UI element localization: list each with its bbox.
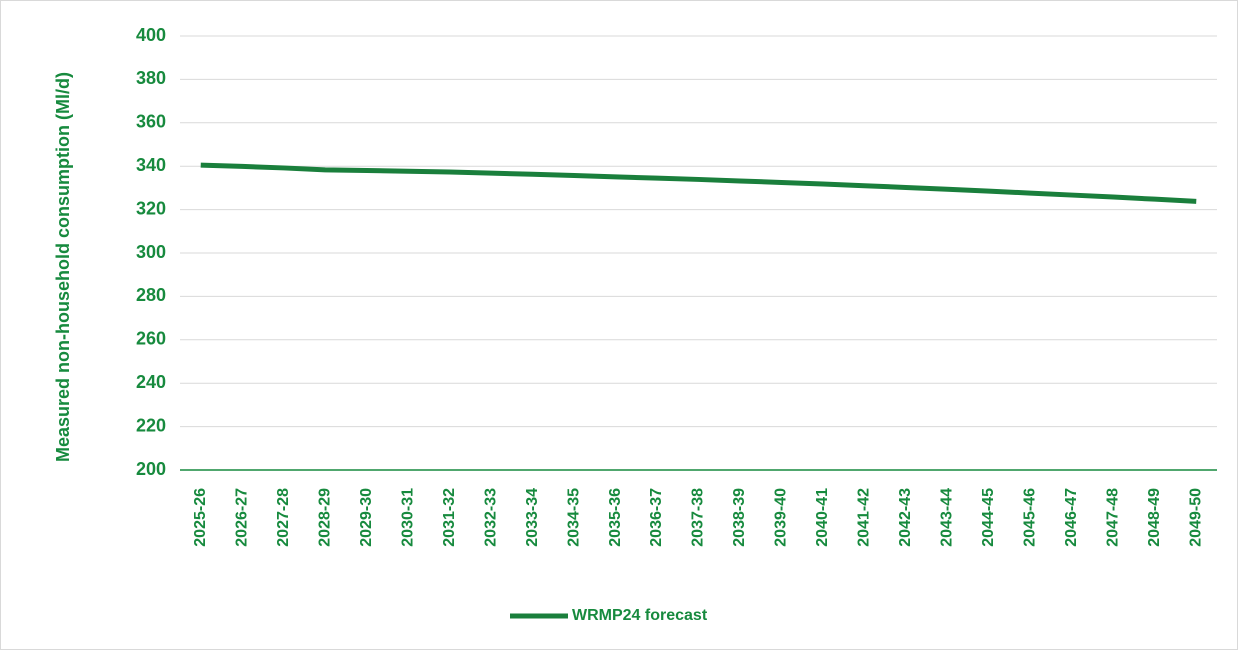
- y-tick-label: 400: [136, 25, 166, 45]
- y-tick-label: 380: [136, 68, 166, 88]
- x-tick-label: 2031-32: [441, 488, 458, 547]
- x-tick-label: 2041-42: [856, 488, 873, 547]
- y-tick-label: 280: [136, 285, 166, 305]
- x-tick-label: 2030-31: [399, 488, 416, 547]
- x-tick-label: 2029-30: [358, 488, 375, 547]
- y-tick-label: 240: [136, 372, 166, 392]
- x-tick-label: 2046-47: [1063, 488, 1080, 547]
- x-tick-label: 2028-29: [316, 488, 333, 547]
- x-tick-label: 2035-36: [607, 488, 624, 547]
- y-tick-label: 300: [136, 242, 166, 262]
- y-tick-label: 320: [136, 198, 166, 218]
- x-tick-label: 2027-28: [275, 488, 292, 547]
- x-tick-label: 2039-40: [773, 488, 790, 547]
- x-tick-label: 2042-43: [897, 488, 914, 547]
- x-tick-label: 2036-37: [648, 488, 665, 547]
- x-tick-label: 2045-46: [1022, 488, 1039, 547]
- x-tick-label: 2043-44: [939, 488, 956, 547]
- y-axis-label: Measured non-household consumption (Ml/d…: [53, 72, 73, 462]
- y-tick-label: 360: [136, 112, 166, 132]
- x-tick-label: 2034-35: [565, 488, 582, 547]
- data-line: [200, 162, 1197, 204]
- x-tick-label: 2032-33: [482, 488, 499, 547]
- x-tick-label: 2048-49: [1146, 488, 1163, 547]
- y-tick-label: 340: [136, 155, 166, 175]
- x-tick-label: 2026-27: [233, 488, 250, 547]
- y-tick-label: 260: [136, 329, 166, 349]
- legend-label: WRMP24 forecast: [572, 607, 708, 624]
- y-tick-label: 220: [136, 415, 166, 435]
- y-tick-label: 200: [136, 459, 166, 479]
- x-tick-label: 2038-39: [731, 488, 748, 547]
- x-tick-label: 2040-41: [814, 488, 831, 547]
- x-tick-label: 2025-26: [192, 488, 209, 547]
- x-tick-label: 2049-50: [1187, 488, 1204, 547]
- x-tick-label: 2037-38: [690, 488, 707, 547]
- x-tick-label: 2044-45: [980, 488, 997, 547]
- x-tick-label: 2033-34: [524, 488, 541, 547]
- x-tick-label: 2047-48: [1105, 488, 1122, 547]
